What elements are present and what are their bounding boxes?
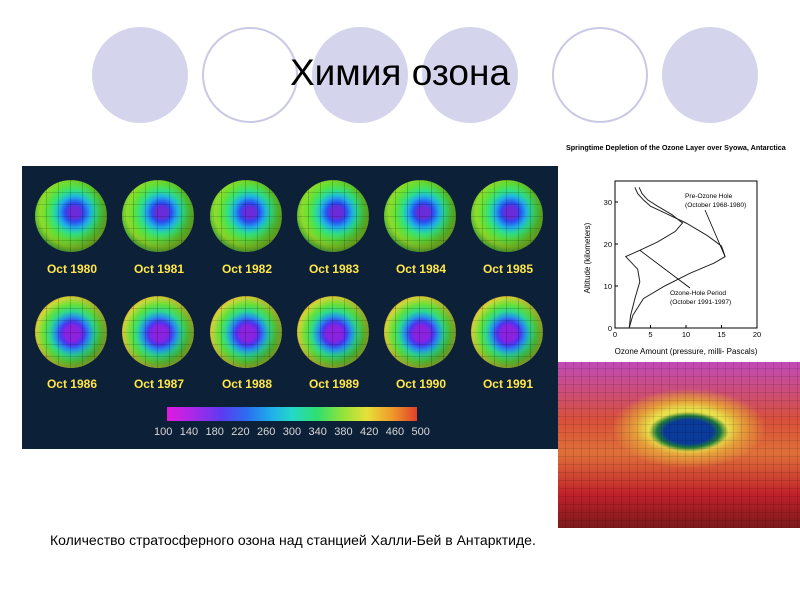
colorbar-tick: 300 [282, 426, 302, 438]
y-axis-label: Altitude (kilometers) [583, 222, 592, 293]
map-year-label: Oct 1984 [395, 262, 447, 276]
decorative-circle [552, 27, 648, 123]
ozone-profile-chart: Springtime Depletion of the Ozone Layer … [558, 138, 800, 362]
slide-caption: Количество стратосферного озона над стан… [50, 532, 536, 548]
ozone-globe-image [35, 296, 107, 368]
map-year-label: Oct 1986 [46, 377, 98, 391]
ozone-relief-image [558, 362, 800, 528]
colorbar-tick-labels: 100 140 180 220 260 300 340 380 420 460 … [154, 426, 430, 438]
y-tick-label: 20 [604, 240, 612, 249]
colorbar-tick: 420 [360, 426, 379, 438]
map-year-label: Oct 1982 [221, 262, 273, 276]
ozone-globe-image [35, 180, 107, 252]
map-year-label: Oct 1980 [46, 262, 98, 276]
series-line-pre-ozone-hole [628, 187, 726, 329]
annotation-arrow [704, 209, 726, 257]
series-annotation-label: Ozone-Hole Period [670, 290, 726, 297]
map-year-label: Oct 1989 [308, 377, 360, 391]
colorbar-tick: 180 [205, 426, 224, 438]
ozone-globe-image [384, 180, 456, 252]
ozone-globe-image [210, 180, 282, 252]
ozone-globe-image [471, 180, 543, 252]
chart-title: Springtime Depletion of the Ozone Layer … [566, 143, 787, 152]
ozone-globe-image [122, 180, 194, 252]
decorative-circle [422, 27, 518, 123]
colorbar-tick: 260 [257, 426, 276, 438]
x-tick-label: 0 [613, 330, 617, 339]
colorbar-tick: 140 [179, 426, 199, 438]
x-tick-label: 5 [648, 330, 652, 339]
colorbar-tick: 220 [231, 426, 250, 438]
map-year-label: Oct 1985 [482, 262, 534, 276]
series-annotation-label: Pre-Ozone Hole [685, 193, 733, 200]
colorbar-tick: 460 [385, 426, 405, 438]
colorbar-tick: 500 [411, 426, 430, 438]
y-tick-label: 30 [604, 198, 612, 207]
decorative-circle [662, 27, 758, 123]
annotation-arrow [639, 249, 691, 289]
y-tick-label: 10 [604, 282, 612, 291]
map-year-label: Oct 1988 [221, 377, 273, 391]
ozone-globe-image [297, 180, 369, 252]
ozone-globe-image [122, 296, 194, 368]
ozone-profile-svg: Springtime Depletion of the Ozone Layer … [566, 143, 787, 356]
x-tick-label: 15 [717, 330, 725, 339]
ozone-maps-panel [22, 166, 558, 449]
x-tick-label: 20 [753, 330, 761, 339]
colorbar-tick: 380 [334, 426, 353, 438]
map-year-label: Oct 1990 [395, 377, 447, 391]
colorbar-tick: 340 [308, 426, 327, 438]
y-tick-label: 0 [608, 324, 612, 333]
ozone-globe-image [210, 296, 282, 368]
series-line-ozone-hole-period [624, 187, 684, 329]
map-year-label: Oct 1991 [482, 377, 534, 391]
ozone-globe-image [384, 296, 456, 368]
map-year-label: Oct 1987 [133, 377, 185, 391]
decorative-circle [202, 27, 298, 123]
map-year-label: Oct 1981 [133, 262, 185, 276]
series-annotation-label: (October 1968-1980) [685, 202, 746, 209]
map-year-label: Oct 1983 [308, 262, 360, 276]
ozone-globe-image [471, 296, 543, 368]
decorative-circle [312, 27, 408, 123]
x-axis-label: Ozone Amount (pressure, milli- Pascals) [615, 347, 758, 356]
series-annotation-label: (October 1991-1997) [670, 299, 731, 306]
slide-title: Химия озона [289, 52, 511, 93]
x-tick-label: 10 [682, 330, 690, 339]
colorbar-tick: 100 [154, 426, 173, 438]
decorative-circle [92, 27, 188, 123]
ozone-colorbar [167, 407, 417, 421]
ozone-globe-image [297, 296, 369, 368]
